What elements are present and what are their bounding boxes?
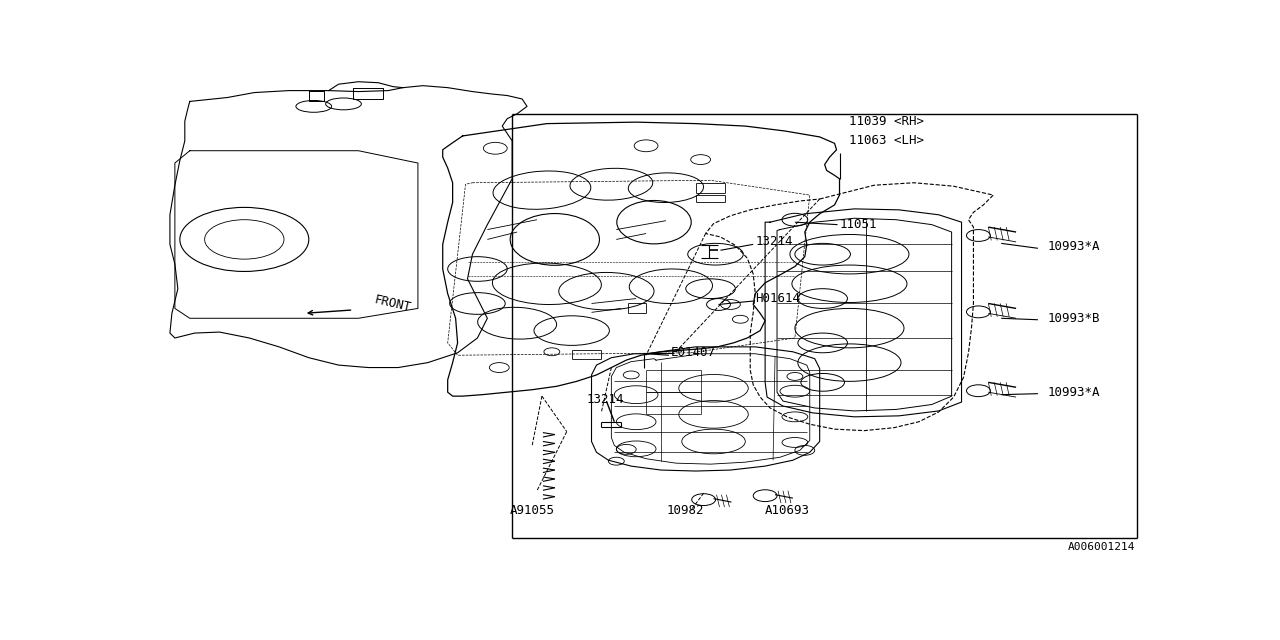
Text: 11039 <RH>: 11039 <RH>	[850, 115, 924, 127]
Text: 13214: 13214	[586, 393, 625, 406]
Text: H01614: H01614	[755, 292, 800, 305]
Text: 11063 <LH>: 11063 <LH>	[850, 134, 924, 147]
Text: A10693: A10693	[765, 504, 810, 517]
Text: A91055: A91055	[509, 504, 554, 517]
Text: 10993*A: 10993*A	[1048, 240, 1101, 253]
Text: 11051: 11051	[840, 218, 877, 231]
Text: 10993*A: 10993*A	[1048, 386, 1101, 399]
Text: 13214: 13214	[755, 236, 792, 248]
Text: 10993*B: 10993*B	[1048, 312, 1101, 324]
Text: 10982: 10982	[667, 504, 704, 517]
Text: E01407: E01407	[671, 346, 716, 359]
Text: FRONT: FRONT	[374, 293, 412, 314]
Text: A006001214: A006001214	[1068, 543, 1135, 552]
